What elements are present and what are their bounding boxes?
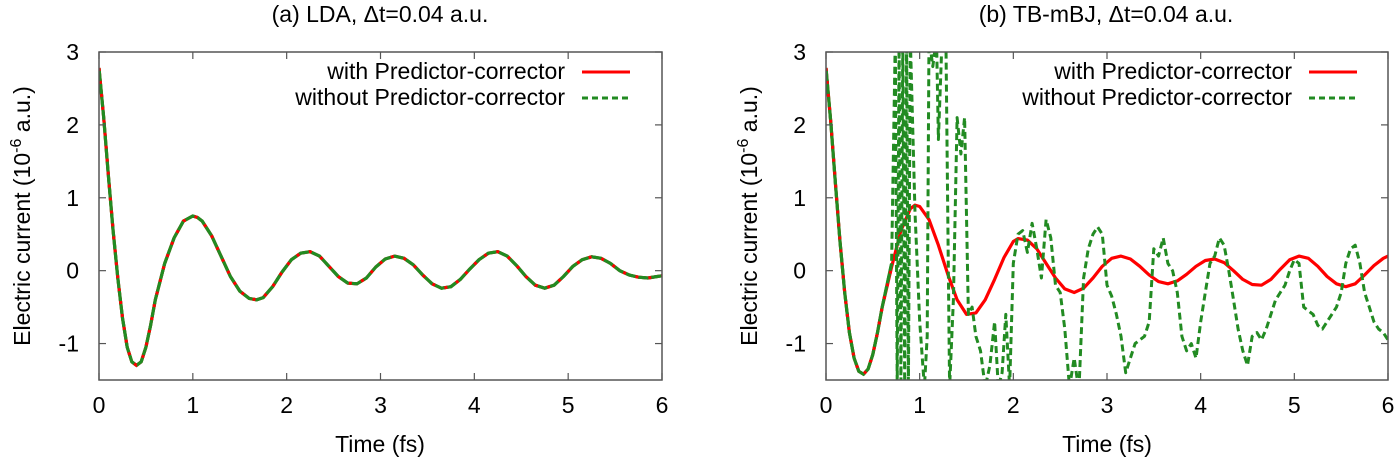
x-tick-label: 0: [93, 392, 106, 418]
series-without-pc-overlay: [99, 67, 662, 368]
y-tick-label: 3: [66, 39, 79, 65]
x-tick-label: 6: [656, 392, 669, 418]
series-with-pc-overlay: [99, 67, 662, 368]
x-tick-label: 5: [562, 392, 575, 418]
series-overlap-green: [826, 67, 894, 377]
ylabel-pre: Electric current (10: [9, 153, 35, 346]
y-tick-label: -1: [59, 331, 79, 357]
legend-label-with-pc: with Predictor-corrector: [1053, 58, 1292, 84]
series-with-pc-line: [99, 67, 662, 367]
panel-a-lda: (a) LDA, Δt=0.04 a.u. 0 1 2 3 4 5 6 -1 0 1 2 3 Time…: [8, 1, 668, 457]
y-tick-label: 1: [66, 185, 79, 211]
panel-b-legend: with Predictor-corrector without Predict…: [1021, 58, 1357, 110]
legend-label-with-pc: with Predictor-corrector: [326, 58, 565, 84]
y-tick-label: 1: [793, 185, 806, 211]
panel-b-plot-area: 0 1 2 3 4 5 6 -1 0 1 2 3: [786, 39, 1395, 418]
legend-label-without-pc: without Predictor-corrector: [1021, 84, 1292, 110]
panel-a-y-axis-label: Electric current (10-6 a.u.): [8, 86, 35, 346]
ylabel-pre: Electric current (10: [736, 153, 762, 346]
y-tick-label: 3: [793, 39, 806, 65]
ylabel-post: a.u.): [736, 86, 762, 138]
x-tick-label: 4: [468, 392, 481, 418]
x-tick-label: 3: [1101, 392, 1114, 418]
panel-b-y-axis-label: Electric current (10-6 a.u.): [735, 86, 762, 346]
panel-b-title: (b) TB-mBJ, Δt=0.04 a.u.: [979, 1, 1234, 27]
x-tick-label: 0: [820, 392, 833, 418]
x-tick-label: 1: [913, 392, 926, 418]
panel-a-x-axis-label: Time (fs): [335, 431, 425, 457]
panel-b-tbmbj: (b) TB-mBJ, Δt=0.04 a.u. 0 1 2 3 4 5 6 -1 0 1 2 3 T…: [735, 1, 1394, 457]
x-tick-label: 5: [1288, 392, 1301, 418]
y-tick-label: -1: [786, 331, 806, 357]
y-tick-label: 0: [793, 258, 806, 284]
panel-a-plot-area: 0 1 2 3 4 5 6 -1 0 1 2 3: [59, 39, 669, 418]
x-tick-label: 4: [1194, 392, 1207, 418]
panel-a-title: (a) LDA, Δt=0.04 a.u.: [272, 1, 489, 27]
panel-a-legend: with Predictor-corrector without Predict…: [294, 58, 630, 110]
series-without-pc-line: [99, 67, 662, 367]
y-tick-label: 0: [66, 258, 79, 284]
y-tick-label: 2: [66, 112, 79, 138]
x-tick-label: 1: [186, 392, 199, 418]
series-overlap-red: [826, 67, 894, 377]
x-tick-label: 2: [280, 392, 293, 418]
x-tick-label: 6: [1382, 392, 1395, 418]
legend-label-without-pc: without Predictor-corrector: [294, 84, 565, 110]
ylabel-sup: -6: [735, 138, 752, 152]
x-tick-label: 3: [374, 392, 387, 418]
y-tick-label: 2: [793, 112, 806, 138]
ylabel-sup: -6: [8, 138, 25, 152]
ylabel-post: a.u.): [9, 86, 35, 138]
panel-b-x-axis-label: Time (fs): [1062, 431, 1152, 457]
x-tick-label: 2: [1007, 392, 1020, 418]
series-without-pc-line: [826, 52, 1388, 380]
